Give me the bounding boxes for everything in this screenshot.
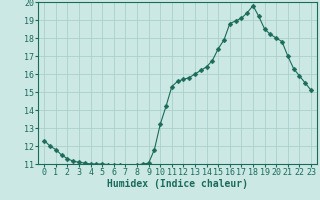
X-axis label: Humidex (Indice chaleur): Humidex (Indice chaleur)	[107, 179, 248, 189]
